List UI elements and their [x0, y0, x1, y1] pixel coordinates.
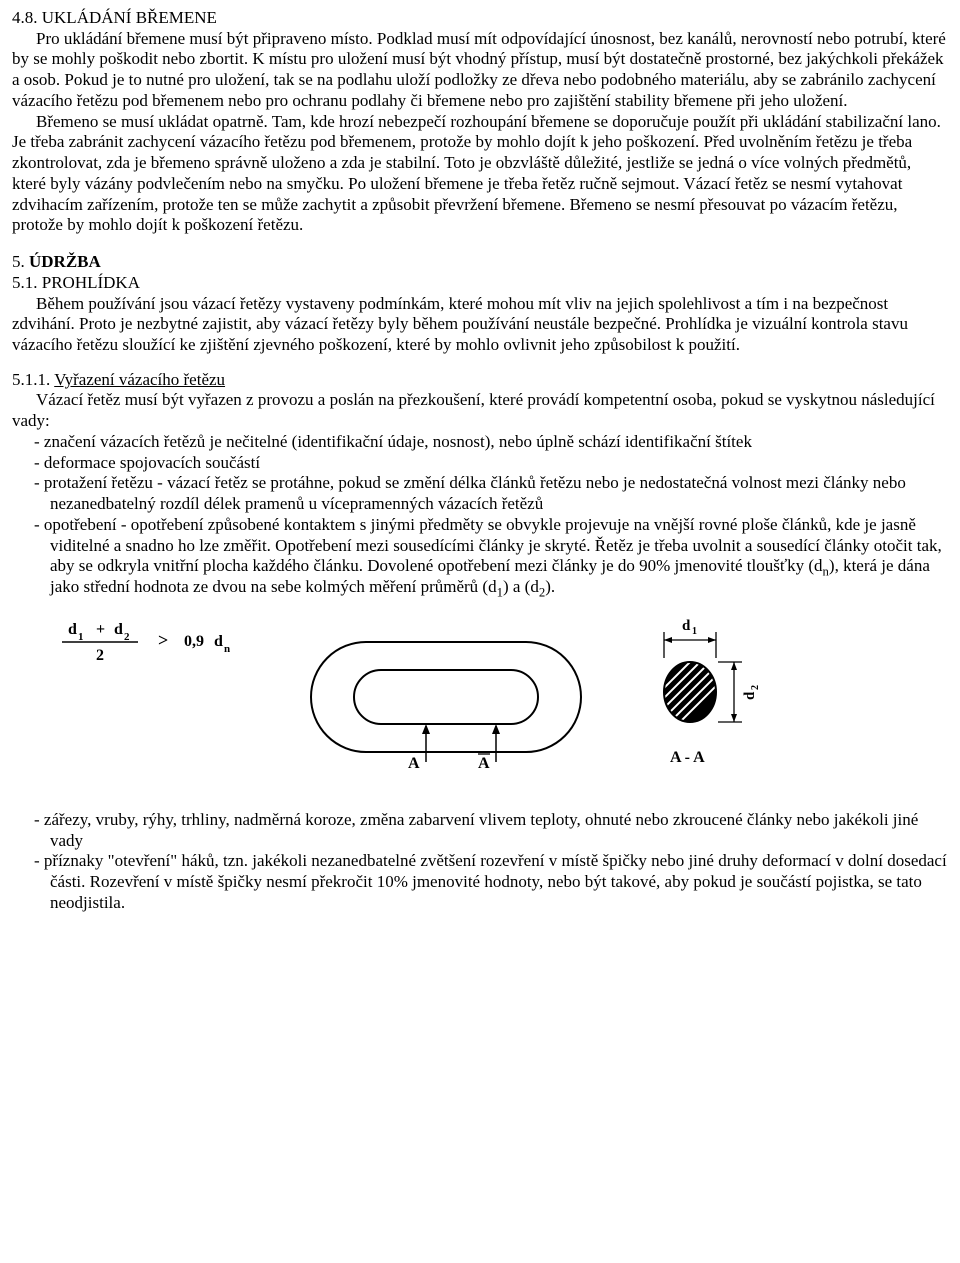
formula-denom: 2	[96, 647, 104, 664]
heading-4-8-title: UKLÁDÁNÍ BŘEMENE	[42, 8, 217, 27]
dim-d1-sub: 1	[692, 626, 697, 637]
formula-rhs-sub: n	[224, 643, 230, 655]
defect-item: zářezy, vruby, rýhy, trhliny, nadměrná k…	[12, 810, 948, 851]
chain-link-svg: A A	[296, 612, 596, 782]
figure-row: d 1 + d 2 2 > 0,9 d n A	[52, 612, 948, 792]
label-A-right: A	[478, 755, 490, 772]
formula-plus: +	[96, 621, 105, 638]
formula-sub2: 2	[124, 631, 130, 643]
section-arrow-right	[492, 724, 500, 734]
defect-item: značení vázacích řetězů je nečitelné (id…	[12, 432, 948, 453]
heading-5: 5. ÚDRŽBA	[12, 252, 948, 273]
section-caption: A - A	[670, 749, 705, 766]
heading-5-1: 5.1. PROHLÍDKA	[12, 273, 948, 294]
link-inner	[354, 670, 538, 724]
s511-intro: Vázací řetěz musí být vyřazen z provozu …	[12, 390, 948, 431]
defect-list-2: zářezy, vruby, rýhy, trhliny, nadměrná k…	[12, 810, 948, 914]
heading-5-title: ÚDRŽBA	[29, 252, 101, 271]
label-A-left: A	[408, 755, 420, 772]
defect-item: deformace spojovacích součástí	[12, 453, 948, 474]
heading-5-1-1-num: 5.1.1.	[12, 370, 50, 389]
link-outer	[311, 642, 581, 752]
formula-d2: d	[114, 621, 123, 638]
wear-text-c: ) a (d	[503, 577, 539, 596]
heading-5-1-num: 5.1.	[12, 273, 38, 292]
defect-item: příznaky "otevření" háků, tzn. jakékoli …	[12, 851, 948, 913]
heading-5-1-title: PROHLÍDKA	[42, 273, 140, 292]
heading-5-1-1: 5.1.1. Vyřazení vázacího řetězu	[12, 370, 948, 391]
heading-4-8: 4.8. UKLÁDÁNÍ BŘEMENE	[12, 8, 948, 29]
dim-d1-label: d	[682, 618, 691, 634]
defect-item: protažení řetězu - vázací řetěz se protá…	[12, 473, 948, 514]
dim-d2-sub: 2	[750, 685, 761, 690]
formula-sub1: 1	[78, 631, 84, 643]
heading-5-1-1-title: Vyřazení vázacího řetězu	[54, 370, 225, 389]
s48-p1: Pro ukládání břemene musí být připraveno…	[12, 29, 948, 112]
defect-item-wear: opotřebení - opotřebení způsobené kontak…	[12, 515, 948, 598]
dim-d2	[718, 662, 742, 722]
section-svg: d 1 d 2 A - A	[620, 612, 790, 792]
heading-4-8-num: 4.8.	[12, 8, 38, 27]
s51-p1: Během používání jsou vázací řetězy vysta…	[12, 294, 948, 356]
formula-svg: d 1 + d 2 2 > 0,9 d n	[52, 612, 272, 692]
heading-5-num: 5.	[12, 252, 25, 271]
s48-p2: Břemeno se musí ukládat opatrně. Tam, kd…	[12, 112, 948, 236]
formula-rhs-coeff: 0,9	[184, 633, 204, 650]
wear-text-a: opotřebení - opotřebení způsobené kontak…	[44, 515, 942, 575]
section-arrow-left	[422, 724, 430, 734]
formula-d1: d	[68, 621, 77, 638]
wear-text-d: ).	[545, 577, 555, 596]
dim-d1	[664, 632, 716, 658]
formula-gt: >	[158, 630, 168, 650]
dim-d2-label: d	[742, 691, 758, 700]
defect-list-1: značení vázacích řetězů je nečitelné (id…	[12, 432, 948, 598]
formula-rhs-d: d	[214, 633, 223, 650]
